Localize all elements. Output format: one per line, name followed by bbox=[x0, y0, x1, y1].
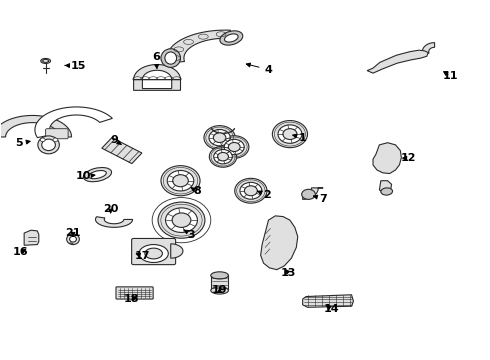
Ellipse shape bbox=[42, 139, 55, 150]
Text: 16: 16 bbox=[12, 247, 28, 257]
Ellipse shape bbox=[204, 126, 235, 150]
Ellipse shape bbox=[209, 146, 237, 167]
Ellipse shape bbox=[43, 59, 49, 62]
Ellipse shape bbox=[224, 34, 238, 42]
Ellipse shape bbox=[220, 31, 243, 45]
Polygon shape bbox=[171, 244, 183, 258]
Text: 20: 20 bbox=[103, 204, 118, 214]
Polygon shape bbox=[373, 143, 401, 174]
Text: 21: 21 bbox=[65, 228, 81, 238]
Ellipse shape bbox=[165, 52, 176, 64]
Ellipse shape bbox=[209, 130, 230, 146]
Ellipse shape bbox=[235, 178, 267, 203]
FancyBboxPatch shape bbox=[132, 238, 175, 265]
Polygon shape bbox=[261, 216, 298, 270]
Ellipse shape bbox=[245, 186, 257, 196]
Text: 3: 3 bbox=[184, 230, 195, 239]
Polygon shape bbox=[143, 70, 172, 89]
Ellipse shape bbox=[145, 248, 162, 259]
Polygon shape bbox=[303, 188, 323, 199]
Polygon shape bbox=[134, 64, 180, 90]
Ellipse shape bbox=[40, 138, 45, 141]
Text: 19: 19 bbox=[212, 285, 227, 296]
Ellipse shape bbox=[283, 129, 297, 140]
Ellipse shape bbox=[167, 171, 194, 191]
Ellipse shape bbox=[211, 287, 228, 294]
Ellipse shape bbox=[83, 167, 112, 182]
FancyBboxPatch shape bbox=[116, 287, 153, 299]
Polygon shape bbox=[0, 116, 72, 137]
Polygon shape bbox=[367, 50, 428, 73]
Ellipse shape bbox=[158, 202, 205, 238]
Polygon shape bbox=[24, 230, 39, 245]
Polygon shape bbox=[303, 295, 353, 307]
Ellipse shape bbox=[70, 236, 76, 242]
Ellipse shape bbox=[161, 49, 180, 67]
Text: 13: 13 bbox=[280, 267, 295, 278]
Polygon shape bbox=[379, 181, 392, 193]
Ellipse shape bbox=[172, 213, 191, 228]
Ellipse shape bbox=[220, 136, 249, 158]
Text: 1: 1 bbox=[293, 133, 307, 143]
Text: 2: 2 bbox=[258, 190, 271, 200]
Ellipse shape bbox=[53, 138, 58, 141]
Polygon shape bbox=[102, 138, 142, 163]
Text: 12: 12 bbox=[401, 153, 416, 163]
Ellipse shape bbox=[161, 166, 200, 196]
Ellipse shape bbox=[67, 234, 79, 244]
Ellipse shape bbox=[214, 149, 232, 164]
Ellipse shape bbox=[272, 121, 308, 148]
Text: 8: 8 bbox=[191, 186, 201, 197]
Text: 14: 14 bbox=[324, 304, 340, 314]
Ellipse shape bbox=[228, 143, 240, 152]
FancyBboxPatch shape bbox=[46, 129, 68, 139]
Bar bbox=[211, 275, 228, 291]
Text: 15: 15 bbox=[65, 61, 86, 71]
Polygon shape bbox=[35, 107, 112, 138]
Ellipse shape bbox=[278, 125, 302, 143]
Text: 9: 9 bbox=[110, 135, 121, 145]
Ellipse shape bbox=[41, 58, 50, 63]
Ellipse shape bbox=[89, 171, 106, 179]
Text: 5: 5 bbox=[16, 139, 30, 148]
Polygon shape bbox=[422, 42, 435, 55]
Ellipse shape bbox=[166, 208, 197, 233]
Ellipse shape bbox=[38, 136, 59, 154]
Ellipse shape bbox=[139, 244, 168, 262]
Ellipse shape bbox=[172, 175, 188, 187]
Text: 17: 17 bbox=[135, 251, 150, 261]
Text: 10: 10 bbox=[76, 171, 95, 181]
Ellipse shape bbox=[224, 139, 244, 155]
Text: 4: 4 bbox=[246, 63, 272, 75]
Text: 6: 6 bbox=[152, 52, 160, 68]
Polygon shape bbox=[96, 217, 133, 227]
Polygon shape bbox=[167, 30, 231, 63]
Ellipse shape bbox=[240, 182, 262, 199]
Ellipse shape bbox=[381, 188, 392, 195]
Ellipse shape bbox=[213, 133, 226, 143]
Ellipse shape bbox=[152, 198, 211, 243]
Ellipse shape bbox=[218, 153, 228, 161]
Ellipse shape bbox=[302, 189, 316, 199]
Text: 11: 11 bbox=[442, 71, 458, 81]
Text: 7: 7 bbox=[314, 194, 327, 204]
Text: 18: 18 bbox=[124, 294, 139, 304]
Ellipse shape bbox=[211, 272, 228, 279]
